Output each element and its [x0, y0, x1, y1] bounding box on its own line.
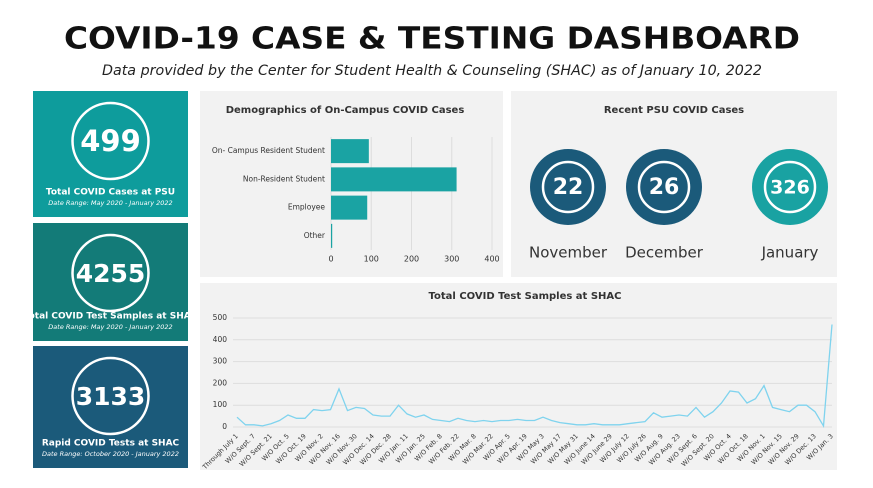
subtitle: Data provided by the Center for Student …	[102, 63, 762, 79]
x-tick-label: 300	[444, 255, 459, 264]
y-tick-label: Other	[304, 231, 326, 240]
bar	[331, 195, 368, 220]
card-range: Date Range: May 2020 - January 2022	[48, 199, 172, 207]
card-value: 3133	[76, 382, 146, 411]
card-value: 4255	[76, 259, 146, 288]
recent-ring	[637, 160, 691, 214]
recent-circle	[530, 149, 606, 225]
recent-ring	[763, 160, 817, 214]
card-ring	[71, 356, 150, 436]
recent-value: 326	[770, 177, 810, 199]
card-ring	[71, 101, 150, 181]
recent-value: 22	[553, 175, 584, 200]
bar	[331, 139, 369, 164]
y-tick-label: 100	[213, 400, 228, 409]
card-range: Date Range: October 2020 - January 2022	[42, 450, 179, 458]
y-tick-label: Non-Resident Student	[243, 174, 325, 183]
x-tick-label: 0	[328, 255, 333, 264]
y-tick-label: 0	[222, 422, 227, 431]
panel-title: Recent PSU COVID Cases	[604, 105, 744, 116]
card	[33, 91, 188, 217]
card-label: Total COVID Test Samples at SHAC	[24, 312, 198, 322]
card	[33, 346, 188, 468]
line	[236, 324, 833, 428]
bar	[331, 167, 457, 192]
y-tick-label: 200	[213, 378, 228, 387]
y-tick-label: On- Campus Resident Student	[212, 146, 325, 155]
card-range: Date Range: May 2020 - January 2022	[48, 323, 172, 331]
x-tick-label: 200	[404, 255, 419, 264]
bar	[331, 223, 333, 248]
recent-label: December	[625, 244, 704, 262]
recent-ring	[541, 160, 595, 214]
title: COVID-19 CASE & TESTING DASHBOARD	[64, 22, 800, 57]
card-label: Rapid COVID Tests at SHAC	[42, 439, 180, 449]
chart-title: Demographics of On-Campus COVID Cases	[226, 105, 465, 116]
y-tick-label: Employee	[288, 203, 326, 212]
recent-label: November	[529, 244, 608, 262]
recent-label: January	[761, 244, 819, 262]
recent-circle	[626, 149, 702, 225]
y-tick-label: 400	[213, 335, 228, 344]
y-tick-label: 500	[213, 313, 228, 322]
recent-value: 26	[649, 175, 680, 200]
card	[33, 223, 188, 341]
card-value: 499	[80, 124, 141, 158]
y-tick-label: 300	[213, 357, 228, 366]
card-label: Total COVID Cases at PSU	[46, 188, 175, 198]
panel	[200, 283, 837, 470]
chart-title: Total COVID Test Samples at SHAC	[429, 291, 622, 302]
x-tick-label: 100	[364, 255, 379, 264]
x-tick-label: 400	[484, 255, 499, 264]
card-ring	[71, 233, 150, 313]
recent-circle	[752, 149, 828, 225]
